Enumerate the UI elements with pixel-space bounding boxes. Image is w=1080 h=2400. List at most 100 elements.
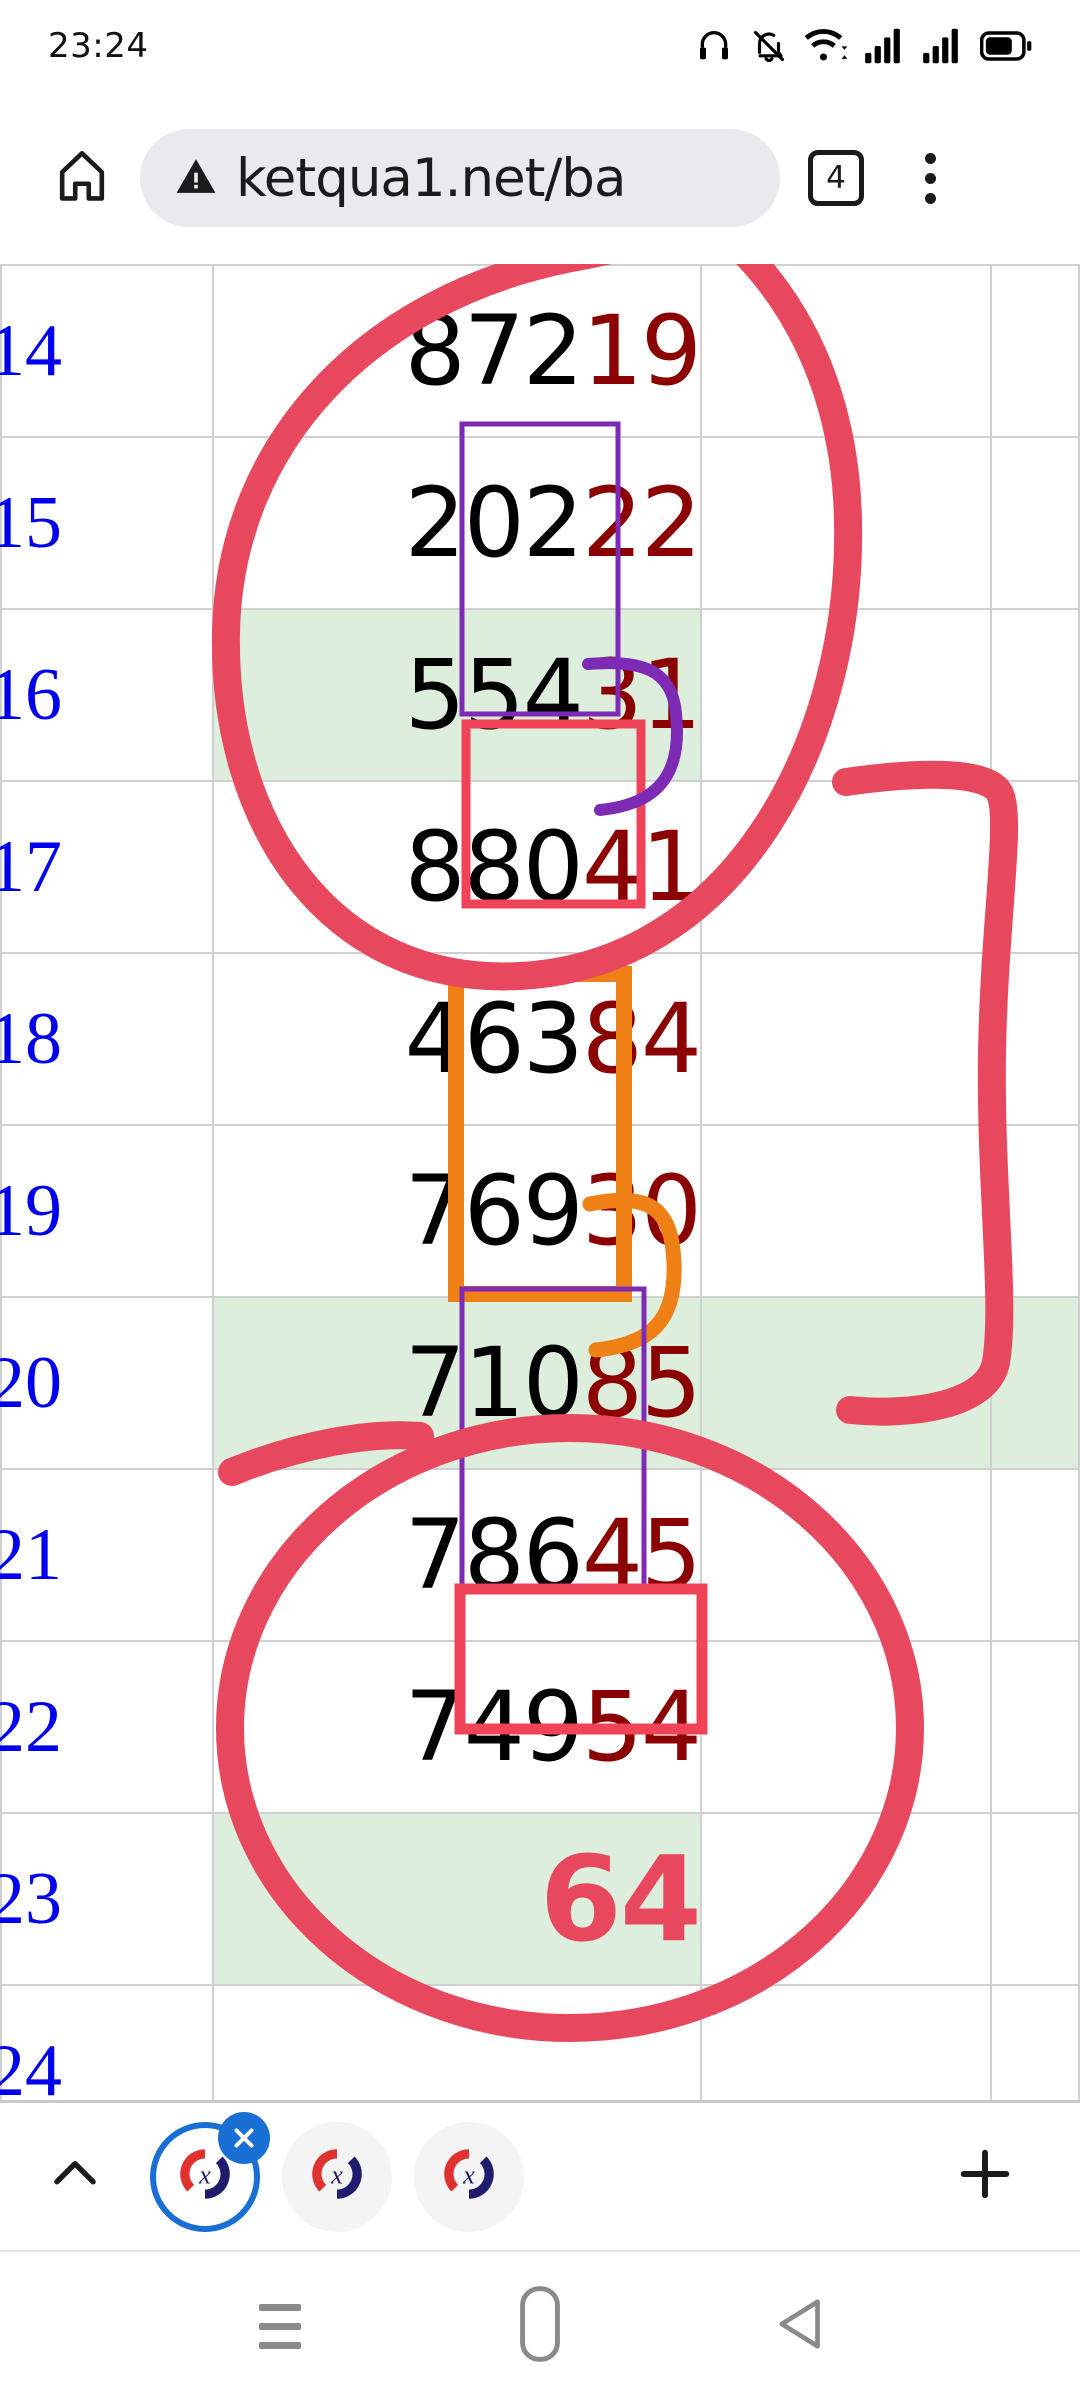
result-number-cell: 20222 (212, 436, 702, 610)
row-index-cell: 18 (0, 952, 214, 1126)
status-bar: 23:24 (0, 0, 1080, 92)
result-number-cell: 64 (212, 1812, 702, 1986)
row-index-label: 19 (0, 1169, 62, 1252)
table-cell-col4 (990, 1984, 1080, 2100)
overflow-menu-icon (924, 152, 936, 164)
warning-triangle-icon[interactable] (174, 154, 218, 203)
tab-background (150, 2121, 260, 2232)
table-cell-col3 (700, 1640, 992, 1814)
table-cell-col4 (990, 780, 1080, 954)
tab-count-box: 4 (808, 150, 864, 206)
result-suffix: 64 (539, 1830, 702, 1968)
result-suffix: 41 (581, 811, 702, 923)
url-text[interactable]: ketqua1.net/ba (236, 147, 626, 209)
row-index-label: 16 (0, 653, 62, 736)
table-row: 17 88041 (0, 780, 1080, 954)
row-index-label: 17 (0, 825, 62, 908)
table-cell-col4 (990, 1640, 1080, 1814)
table-cell-col4 (990, 1124, 1080, 1298)
ketqua-x-logo-icon: x (306, 2143, 368, 2210)
tabstrip-collapse-button[interactable] (0, 2102, 150, 2252)
table-row: 23 64 (0, 1812, 1080, 1986)
home-button-nav[interactable] (485, 2271, 595, 2381)
row-index-cell: 14 (0, 264, 214, 438)
table-row: 18 46384 (0, 952, 1080, 1126)
result-number-cell: 76930 (212, 1124, 702, 1298)
table-cell-col4 (990, 1468, 1080, 1642)
back-triangle-icon (774, 2296, 826, 2357)
result-suffix: 84 (581, 983, 702, 1095)
table-row: 24 (0, 1984, 1080, 2100)
table-row: 22 74954 (0, 1640, 1080, 1814)
overflow-menu-icon-dot2 (924, 172, 936, 184)
signal-sim2-icon (922, 27, 964, 65)
wifi-icon (804, 26, 848, 66)
web-page-content[interactable]: 14 87219 15 20222 16 55431 17 88041 18 46384 19 769… (0, 264, 1080, 2100)
result-number-cell: 55431 (212, 608, 702, 782)
result-suffix: 30 (581, 1155, 702, 1267)
row-index-label: 15 (0, 481, 62, 564)
table-cell-col4 (990, 608, 1080, 782)
table-cell-col3 (700, 436, 992, 610)
table-cell-col3 (700, 780, 992, 954)
table-cell-col3 (700, 1468, 992, 1642)
table-row: 21 78645 (0, 1468, 1080, 1642)
tab-item-2[interactable]: x (282, 2121, 392, 2232)
table-body: 14 87219 15 20222 16 55431 17 88041 18 46384 19 769… (0, 264, 1080, 2100)
home-pill-icon (519, 2285, 561, 2367)
result-number-cell: 46384 (212, 952, 702, 1126)
result-prefix: 554 (404, 639, 584, 751)
signal-sim1-icon (864, 27, 906, 65)
result-prefix: 786 (404, 1499, 584, 1611)
result-prefix: 463 (404, 983, 584, 1095)
url-bar[interactable]: ketqua1.net/ba (140, 129, 780, 227)
android-nav-bar (0, 2250, 1080, 2400)
home-button[interactable] (34, 130, 130, 226)
table-row: 20 71085 (0, 1296, 1080, 1470)
chevron-up-icon (44, 2143, 106, 2210)
overflow-menu-icon-dot3 (924, 192, 936, 204)
result-suffix: 45 (581, 1499, 702, 1611)
row-index-cell: 23 (0, 1812, 214, 1986)
table-cell-col4 (990, 952, 1080, 1126)
recents-button[interactable] (225, 2271, 335, 2381)
overflow-menu-button[interactable] (892, 132, 968, 224)
result-number-cell: 88041 (212, 780, 702, 954)
row-index-cell: 20 (0, 1296, 214, 1470)
row-index-cell: 21 (0, 1468, 214, 1642)
tab-count-label: 4 (826, 159, 846, 196)
home-icon (53, 147, 111, 210)
tab-background (282, 2121, 392, 2232)
table-cell-col3 (700, 264, 992, 438)
table-cell-col4 (990, 264, 1080, 438)
svg-text:x: x (330, 2160, 343, 2189)
battery-icon (980, 30, 1032, 62)
tab-background (414, 2121, 524, 2232)
row-index-cell: 15 (0, 436, 214, 610)
row-index-label: 18 (0, 997, 62, 1080)
table-cell-col3 (700, 952, 992, 1126)
result-number-cell: 71085 (212, 1296, 702, 1470)
tab-item-1[interactable]: x (150, 2111, 270, 2232)
row-index-label: 20 (0, 1341, 62, 1424)
tab-item-3[interactable]: x (414, 2121, 524, 2232)
row-index-cell: 19 (0, 1124, 214, 1298)
table-cell-col4 (990, 436, 1080, 610)
row-index-cell: 24 (0, 1984, 214, 2100)
back-button-nav[interactable] (745, 2271, 855, 2381)
result-suffix: 85 (581, 1327, 702, 1439)
result-suffix: 19 (581, 295, 702, 407)
ketqua-x-logo-icon: x (174, 2143, 236, 2210)
result-suffix: 54 (581, 1671, 702, 1783)
table-cell-col3 (700, 608, 992, 782)
tab-switcher-button[interactable]: 4 (790, 132, 882, 224)
close-icon[interactable] (218, 2111, 270, 2164)
result-prefix: 710 (404, 1327, 584, 1439)
result-prefix: 880 (404, 811, 584, 923)
headphones-icon (694, 26, 734, 66)
result-number-cell (212, 1984, 702, 2100)
lottery-results-table: 14 87219 15 20222 16 55431 17 88041 18 46384 19 769… (0, 264, 1080, 2100)
new-tab-button[interactable] (910, 2102, 1060, 2252)
